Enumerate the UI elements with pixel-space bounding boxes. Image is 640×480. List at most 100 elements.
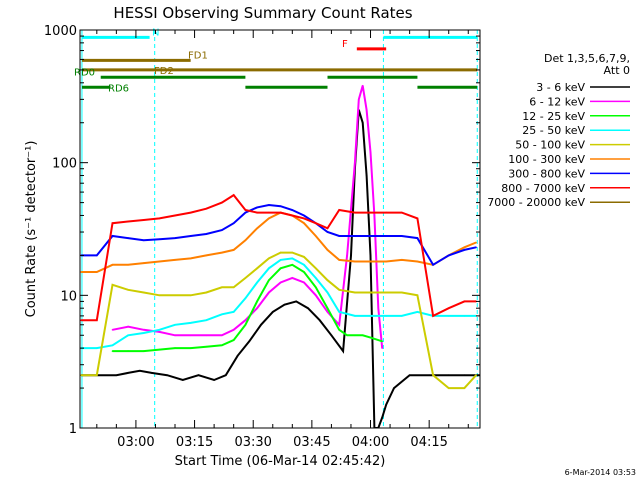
data-point (225, 374, 227, 377)
annotation-N: N (81, 27, 478, 39)
data-point (127, 237, 129, 239)
series-layer (80, 84, 480, 428)
data-point (111, 235, 114, 237)
data-point (346, 254, 348, 257)
data-point (256, 211, 258, 214)
data-point (346, 334, 348, 337)
data-point (377, 307, 380, 310)
x-tick-label: 04:15 (410, 435, 447, 450)
data-point (447, 374, 450, 377)
data-point (166, 374, 168, 377)
data-point (111, 284, 114, 286)
legend-label: 3 - 6 keV (536, 81, 585, 94)
data-point (96, 319, 98, 322)
data-point (303, 214, 305, 217)
data-point (205, 207, 208, 210)
data-point (174, 259, 176, 261)
data-point (295, 300, 298, 303)
data-point (401, 291, 403, 294)
data-point (381, 347, 384, 349)
data-point (315, 267, 317, 270)
data-point (283, 303, 286, 306)
data-point (221, 313, 223, 316)
data-point (268, 291, 270, 294)
data-point (115, 374, 118, 377)
series-line (112, 85, 384, 349)
data-point (463, 249, 466, 251)
instrument-state-vlines (81, 30, 478, 428)
annotation-F: F (342, 39, 387, 51)
data-point (338, 289, 341, 291)
data-point (408, 374, 411, 377)
data-point (256, 227, 258, 230)
data-point (428, 374, 431, 377)
data-point (256, 206, 258, 209)
data-point (291, 257, 294, 260)
data-point (221, 344, 223, 347)
data-point (268, 257, 270, 260)
series-line (81, 251, 477, 390)
data-point (326, 291, 329, 294)
data-point (401, 315, 403, 317)
footer-timestamp: 6-Mar-2014 03:53 (565, 468, 636, 477)
x-tick-label: 03:30 (234, 435, 271, 450)
data-point (463, 387, 466, 389)
data-point (158, 238, 161, 240)
data-point (365, 109, 368, 111)
data-point (260, 324, 262, 326)
series-line (81, 211, 477, 273)
data-point (463, 315, 466, 317)
data-point (291, 251, 294, 254)
data-point (432, 264, 434, 266)
data-point (244, 277, 247, 279)
data-point (256, 300, 258, 303)
data-point (279, 267, 282, 270)
data-point (326, 307, 329, 310)
data-point (189, 347, 192, 349)
data-point (268, 279, 270, 282)
data-point (158, 331, 161, 333)
data-point (279, 211, 282, 214)
legend-label: 50 - 100 keV (515, 139, 585, 152)
data-point (256, 307, 258, 310)
data-point (326, 311, 329, 313)
data-point (416, 217, 419, 220)
data-point (369, 291, 372, 294)
data-point (268, 204, 270, 206)
data-point (315, 286, 317, 289)
data-point (80, 319, 82, 322)
data-point (272, 311, 274, 313)
legend-label: 6 - 12 keV (529, 95, 585, 108)
y-tick-label: 1000 (44, 24, 77, 39)
data-point (279, 205, 282, 207)
data-point (303, 264, 305, 266)
series-0 (80, 109, 480, 428)
data-point (354, 291, 356, 294)
data-point (174, 334, 176, 337)
data-point (189, 257, 192, 260)
annotation-label: RD6 (108, 83, 129, 94)
data-point (244, 297, 247, 300)
data-point (80, 271, 82, 273)
data-point (127, 325, 129, 328)
data-point (385, 315, 388, 317)
data-point (416, 311, 419, 313)
data-point (432, 374, 434, 377)
data-point (268, 267, 270, 270)
data-point (330, 334, 333, 337)
data-point (232, 249, 235, 251)
data-point (354, 315, 356, 317)
data-point (338, 259, 341, 261)
data-point (354, 161, 356, 164)
legend-label: 7000 - 20000 keV (487, 196, 585, 209)
series-line (81, 257, 477, 350)
data-point (447, 387, 450, 389)
data-point (127, 334, 129, 337)
data-point (365, 174, 368, 177)
series-7 (80, 193, 477, 322)
data-point (354, 235, 356, 237)
data-point (205, 291, 208, 294)
data-point (303, 256, 305, 258)
legend-label: 100 - 300 keV (508, 153, 585, 166)
data-point (463, 374, 466, 377)
